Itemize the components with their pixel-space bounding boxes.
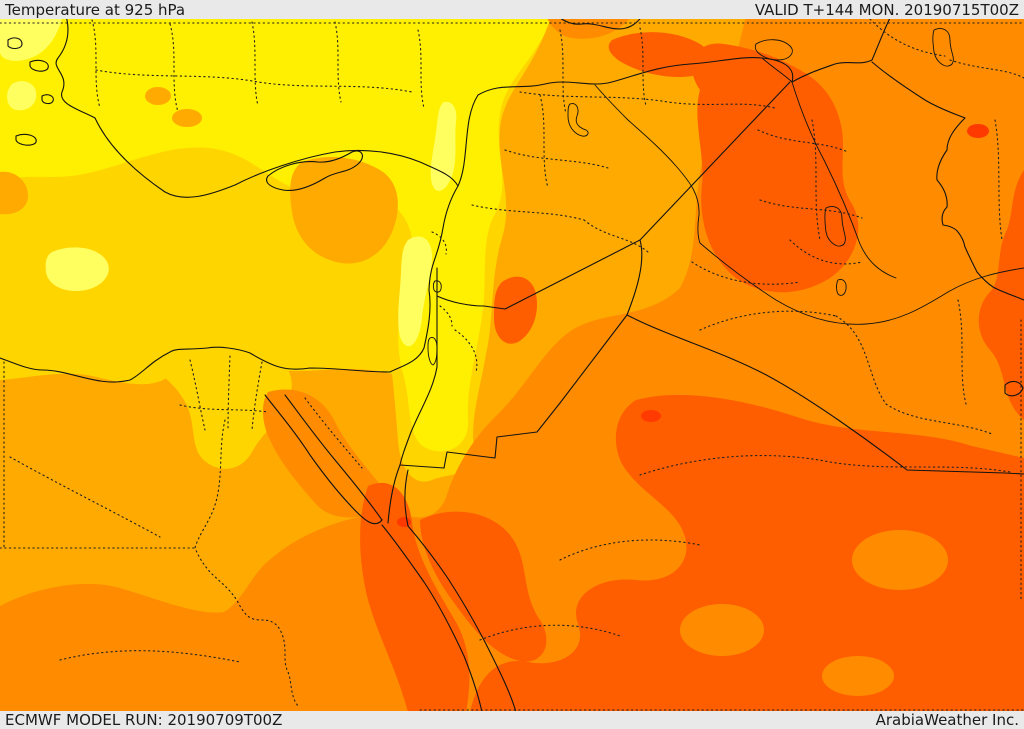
border-iran-iraq	[871, 61, 1024, 301]
admin-syria-2	[471, 204, 585, 221]
admin-egypt-delta-3	[251, 361, 263, 431]
gulf-of-aqaba	[387, 464, 409, 527]
border-iraq-saudi	[626, 314, 1024, 475]
fill-pale-spot-sea	[45, 247, 109, 292]
admin-caucasus-1	[869, 18, 946, 57]
fill-pale-levant-strip	[430, 101, 457, 191]
fill-dark-iran-edge	[978, 170, 1024, 420]
coast-red-sea-east	[407, 525, 517, 713]
fill-dark-jordan-spot	[494, 276, 538, 344]
island-rhodes	[15, 133, 37, 146]
admin-turkey-h2	[519, 91, 776, 109]
fill-orange-hole-saudi-2	[852, 530, 948, 590]
lake-tharthar	[836, 279, 847, 296]
admin-iraq-3	[789, 239, 863, 265]
credit-bar: ECMWF MODEL RUN: 20190709T00Z ArabiaWeat…	[0, 711, 1024, 729]
coast-aegean-turkey	[55, 0, 96, 119]
fill-red-spot-sinai-tip	[397, 517, 411, 527]
fill-orange-egypt-eastdesert	[262, 389, 385, 518]
fill-amber-spot-turkey-1	[145, 87, 171, 105]
border-jordan-iraq	[626, 239, 643, 316]
fill-gold-nile-delta	[155, 348, 292, 469]
coastlines-borders	[0, 0, 1024, 713]
border-jordan-saudi	[399, 314, 628, 469]
river-euphrates	[594, 84, 1024, 325]
fill-dark-iraq	[691, 43, 859, 293]
fill-orange-hole-saudi-1	[680, 604, 764, 656]
fill-orange-hole-saudi-3	[822, 656, 894, 696]
admin-saudi-7	[479, 624, 621, 641]
admin-syria-1	[504, 149, 609, 169]
fill-pale-israel-tongue	[398, 236, 432, 347]
admin-turkey-1	[91, 19, 101, 109]
map-title: Temperature at 925 hPa	[5, 0, 186, 19]
fill-red-spot-iran-border	[967, 124, 989, 138]
admin-turkey-6	[559, 29, 567, 115]
fill-pale-spot-aegean	[7, 81, 37, 111]
coast-turkey-levant-egypt	[0, 117, 459, 383]
admin-egypt-nile	[194, 419, 299, 707]
admin-sinai	[304, 397, 363, 469]
lake-van	[754, 39, 793, 61]
admin-turkey-h1	[95, 69, 413, 93]
admin-egypt-delta-4	[179, 404, 269, 413]
admin-saudi-8	[691, 261, 801, 285]
border-kuwait	[1004, 380, 1024, 397]
admin-turkey-3	[251, 21, 259, 107]
admin-saudi-2	[835, 315, 887, 405]
admin-egypt-diag	[9, 456, 161, 538]
fill-dark-redsea-strip	[360, 482, 470, 712]
admin-turkey-7	[639, 27, 647, 107]
valid-time-label: VALID T+144 MON. 20190715T00Z	[754, 0, 1019, 19]
admin-egypt-south	[59, 650, 241, 663]
admin-saudi-4	[957, 299, 967, 405]
island-aegean-3	[41, 94, 54, 105]
border-jordan-syria	[436, 239, 641, 310]
fill-dark-nw-saudi-wing	[420, 511, 547, 662]
admin-turkey-2	[169, 23, 179, 113]
lake-sea-of-galilee	[432, 280, 442, 293]
admin-saudi-3	[885, 403, 993, 435]
coast-red-sea-west	[349, 504, 483, 713]
fill-yellow-northwest	[0, 0, 558, 452]
fill-amber-cyprus-blob	[290, 156, 398, 264]
gulf-of-suez	[264, 394, 383, 521]
border-syria-iraq	[639, 81, 791, 241]
admin-jordan-1	[454, 329, 478, 373]
fill-dark-turkey-border-spot	[608, 32, 710, 78]
admin-saudi-6	[559, 539, 701, 561]
fill-red-spot-saudi	[641, 410, 661, 422]
island-aegean-2	[29, 59, 49, 72]
model-run-label: ECMWF MODEL RUN: 20190709T00Z	[5, 711, 283, 729]
admin-iraq-2	[759, 199, 863, 219]
fill-amber-spot-sea-edge	[0, 171, 28, 215]
island-aegean-1	[7, 37, 23, 49]
admin-saudi-5	[639, 455, 1011, 476]
fill-dark-saudi	[470, 394, 1024, 712]
border-jordan-israel-arava	[399, 267, 438, 466]
admin-caucasus-2	[949, 59, 1024, 79]
river-tigris	[761, 57, 897, 279]
lake-urmia	[932, 28, 954, 67]
brand-label: ArabiaWeather Inc.	[875, 711, 1019, 729]
fill-amber-spot-turkey-2	[172, 109, 202, 127]
title-bar: Temperature at 925 hPa VALID T+144 MON. …	[0, 0, 1024, 19]
admin-syria-3	[539, 94, 549, 189]
lake-west-iran	[824, 206, 846, 247]
island-cyprus	[266, 150, 363, 191]
admin-iraq-1	[757, 129, 849, 153]
lake-assad	[567, 103, 589, 137]
admin-borders	[0, 18, 1024, 711]
admin-lebanon	[431, 231, 447, 255]
admin-saudi-1	[699, 310, 837, 331]
admin-egypt-delta-2	[227, 355, 231, 431]
lake-dead-sea	[427, 337, 438, 366]
admin-turkey-5	[417, 29, 425, 109]
